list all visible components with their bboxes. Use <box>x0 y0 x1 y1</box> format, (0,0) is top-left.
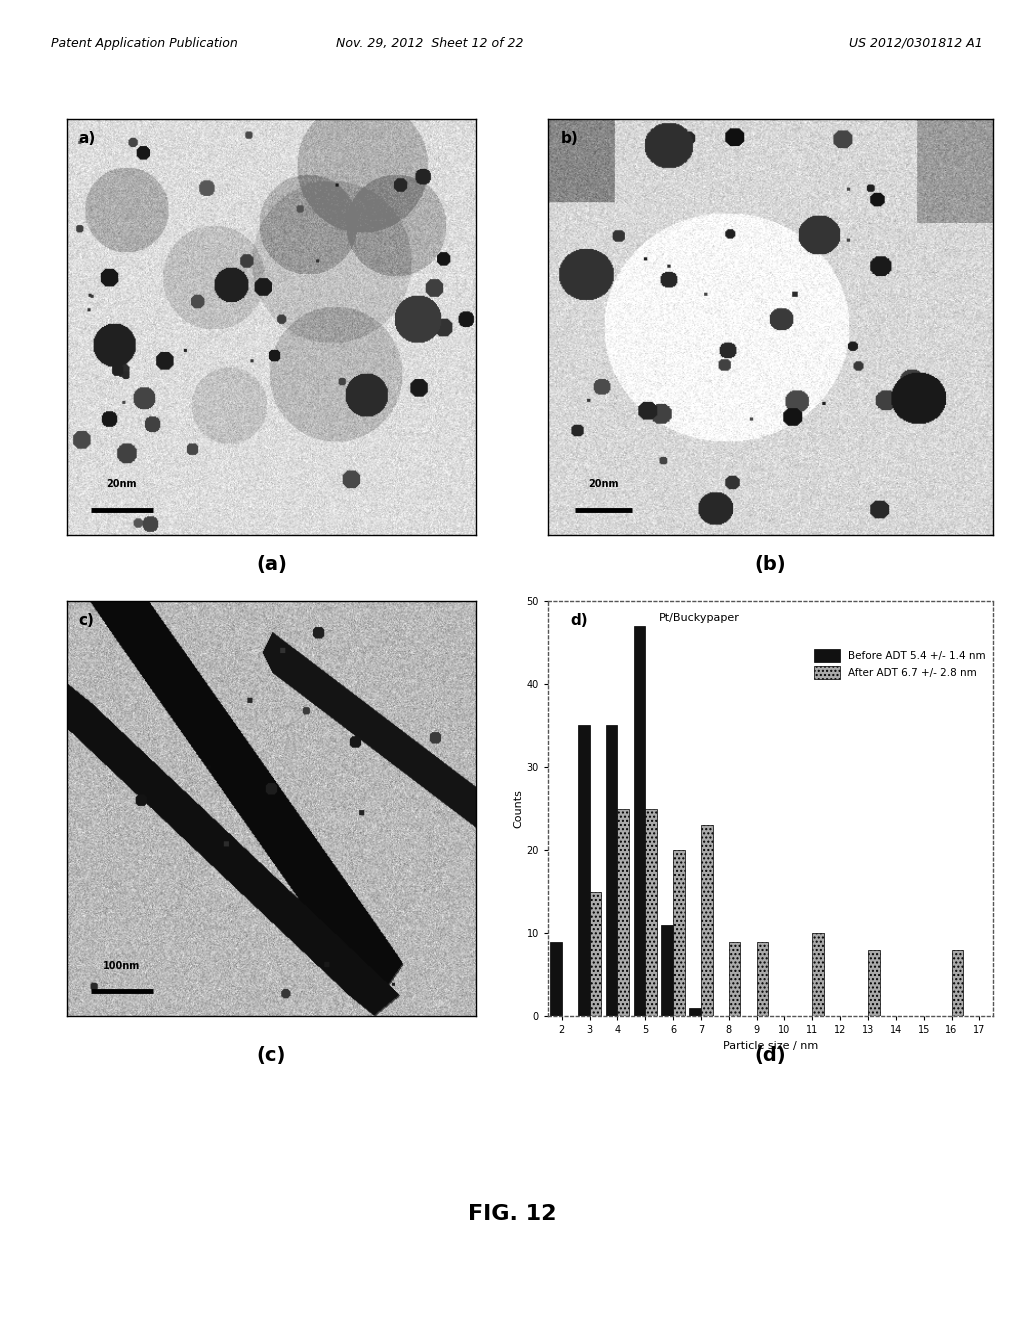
Bar <box>701 825 713 1016</box>
Text: (a): (a) <box>256 556 287 574</box>
Text: 20nm: 20nm <box>588 479 618 488</box>
Text: (b): (b) <box>755 556 785 574</box>
Text: a): a) <box>79 131 96 147</box>
Text: FIG. 12: FIG. 12 <box>468 1204 556 1225</box>
Bar <box>662 925 673 1016</box>
Text: c): c) <box>79 612 95 628</box>
Text: (c): (c) <box>257 1047 286 1065</box>
Text: d): d) <box>570 612 588 628</box>
Bar <box>868 950 880 1016</box>
Text: US 2012/0301812 A1: US 2012/0301812 A1 <box>849 37 983 50</box>
Bar <box>729 941 740 1016</box>
Bar <box>590 892 601 1016</box>
Bar <box>812 933 824 1016</box>
Bar <box>689 1008 701 1016</box>
Legend: Before ADT 5.4 +/- 1.4 nm, After ADT 6.7 +/- 2.8 nm: Before ADT 5.4 +/- 1.4 nm, After ADT 6.7… <box>812 647 988 681</box>
Text: Nov. 29, 2012  Sheet 12 of 22: Nov. 29, 2012 Sheet 12 of 22 <box>336 37 524 50</box>
Text: Patent Application Publication: Patent Application Publication <box>51 37 238 50</box>
Bar <box>550 941 562 1016</box>
Bar <box>645 808 657 1016</box>
Bar <box>634 626 645 1016</box>
X-axis label: Particle size / nm: Particle size / nm <box>723 1041 818 1051</box>
Bar <box>617 808 629 1016</box>
Text: Pt/Buckypaper: Pt/Buckypaper <box>659 612 740 623</box>
Text: (d): (d) <box>755 1047 785 1065</box>
Bar <box>578 725 590 1016</box>
Text: b): b) <box>561 131 579 147</box>
Y-axis label: Counts: Counts <box>514 789 523 828</box>
Text: 20nm: 20nm <box>106 479 137 488</box>
Text: 100nm: 100nm <box>103 961 140 970</box>
Bar <box>606 725 617 1016</box>
Bar <box>951 950 964 1016</box>
Bar <box>757 941 768 1016</box>
Bar <box>673 850 685 1016</box>
